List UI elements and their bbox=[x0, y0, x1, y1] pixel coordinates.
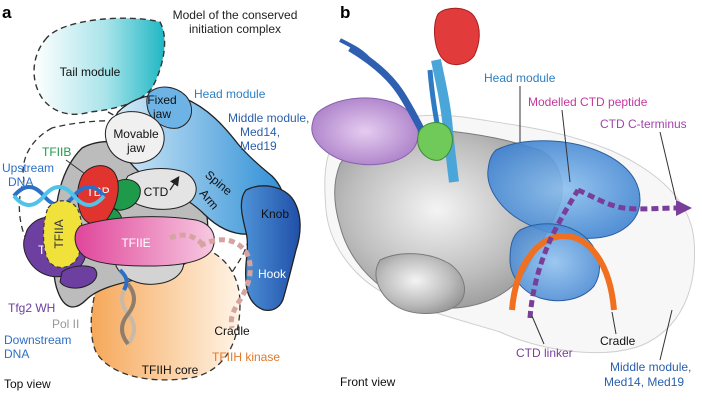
panel-a-letter: a bbox=[2, 3, 12, 22]
tfiia-label: TFIIA bbox=[52, 219, 66, 248]
cradle-label-a: Cradle bbox=[214, 324, 250, 338]
fixed-jaw-shape bbox=[146, 86, 193, 129]
tfiih-kinase-label: TFIIH kinase bbox=[212, 350, 280, 364]
hook-label: Hook bbox=[258, 267, 287, 281]
front-view-caption: Front view bbox=[340, 375, 396, 389]
middle-module-leader-b bbox=[659, 309, 673, 361]
cradle-arc bbox=[509, 232, 617, 311]
head-density bbox=[487, 140, 641, 239]
red-density bbox=[434, 7, 480, 65]
tfiie-shape bbox=[74, 216, 215, 267]
movable-jaw-shape bbox=[104, 111, 165, 164]
ctd-label: CTD bbox=[144, 185, 169, 199]
ctd-linker-leader bbox=[531, 315, 545, 345]
downstream-dna-label-2: DNA bbox=[4, 347, 29, 361]
fixed-jaw-label-2: jaw bbox=[152, 107, 171, 121]
ctd-c-terminus-label: CTD C-terminus bbox=[600, 117, 687, 131]
middle-module-label-2: Med14, bbox=[240, 125, 280, 139]
top-view-caption: Top view bbox=[4, 377, 51, 391]
ctd-dashed-path bbox=[198, 237, 253, 329]
middle-module-label-1: Middle module, bbox=[228, 111, 309, 125]
panel-b: b Head module Modelled CTD peptide bbox=[311, 3, 696, 389]
movable-jaw-label-2: jaw bbox=[126, 141, 145, 155]
cradle-leader-b bbox=[611, 311, 617, 335]
ctd-c-terminus-leader bbox=[659, 131, 677, 201]
tail-module-label: Tail module bbox=[60, 65, 121, 79]
panel-a-title-line1: Model of the conserved bbox=[173, 8, 298, 22]
purple-density bbox=[311, 97, 419, 166]
ctd-linker-label: CTD linker bbox=[516, 346, 573, 360]
ctd-dashed-path-2 bbox=[169, 232, 206, 248]
ctd-c-terminus-arrowhead bbox=[676, 200, 692, 216]
upstream-dna-label-1: Upstream bbox=[2, 161, 54, 175]
tbp-shape bbox=[77, 165, 119, 225]
downstream-dna-helix bbox=[118, 268, 136, 346]
head-module-label: Head module bbox=[194, 87, 266, 101]
modelled-ctd-leader bbox=[561, 109, 571, 183]
head-module-label-b: Head module bbox=[484, 71, 556, 85]
green-density bbox=[417, 122, 453, 161]
movable-jaw-label-1: Movable bbox=[113, 127, 159, 141]
middle-module-label-b-2: Med14, Med19 bbox=[604, 375, 684, 389]
pol-ii-label: Pol II bbox=[52, 317, 79, 331]
tfiih-core-label: TFIIH core bbox=[142, 363, 199, 377]
downstream-dna-label-1: Downstream bbox=[4, 333, 71, 347]
ctd-arrow bbox=[169, 176, 180, 191]
tail-module-shape bbox=[33, 17, 166, 116]
ctd-linker-path-2 bbox=[577, 187, 677, 212]
middle-module-shape bbox=[240, 185, 301, 312]
tfg2-wh-shape bbox=[59, 265, 98, 289]
tfiie-label: TFIIE bbox=[121, 236, 150, 250]
tfiib-label: TFIIB bbox=[42, 145, 71, 159]
middle-module-label-b-1: Middle module, bbox=[610, 360, 691, 374]
upstream-dna-label-2: DNA bbox=[8, 175, 33, 189]
ctd-linker-path bbox=[527, 188, 581, 319]
panel-b-letter: b bbox=[340, 3, 350, 22]
cradle-label-b: Cradle bbox=[600, 334, 636, 348]
panel-a: a Model of the conserved initiation comp… bbox=[2, 3, 309, 391]
pol-ii-density-lower bbox=[375, 253, 465, 314]
middle-module-label-3: Med19 bbox=[240, 139, 277, 153]
tfg2-wh-label: Tfg2 WH bbox=[8, 301, 55, 315]
fixed-jaw-label-1: Fixed bbox=[147, 93, 176, 107]
modelled-ctd-label: Modelled CTD peptide bbox=[528, 95, 648, 109]
panel-a-title-line2: initiation complex bbox=[189, 22, 281, 36]
tfiia-shape bbox=[42, 200, 83, 269]
middle-density bbox=[509, 223, 600, 302]
knob-label: Knob bbox=[261, 207, 289, 221]
